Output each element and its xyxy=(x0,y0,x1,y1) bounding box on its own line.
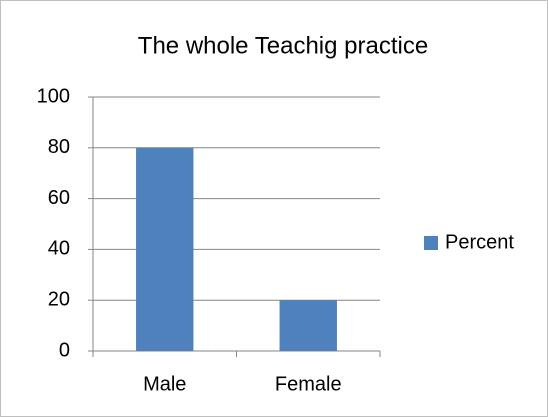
y-tick-label: 0 xyxy=(59,339,70,361)
chart-title: The whole Teachig practice xyxy=(138,32,428,59)
y-tick-label: 40 xyxy=(48,238,70,260)
x-tick-label: Male xyxy=(143,373,186,395)
y-tick-label: 100 xyxy=(37,85,70,107)
bar xyxy=(136,147,194,351)
bar xyxy=(279,300,337,351)
y-tick-label: 20 xyxy=(48,288,70,310)
y-tick-label: 80 xyxy=(48,136,70,158)
legend-swatch xyxy=(424,236,438,250)
legend-label: Percent xyxy=(445,231,514,253)
y-tick-label: 60 xyxy=(48,187,70,209)
x-tick-label: Female xyxy=(275,373,342,395)
